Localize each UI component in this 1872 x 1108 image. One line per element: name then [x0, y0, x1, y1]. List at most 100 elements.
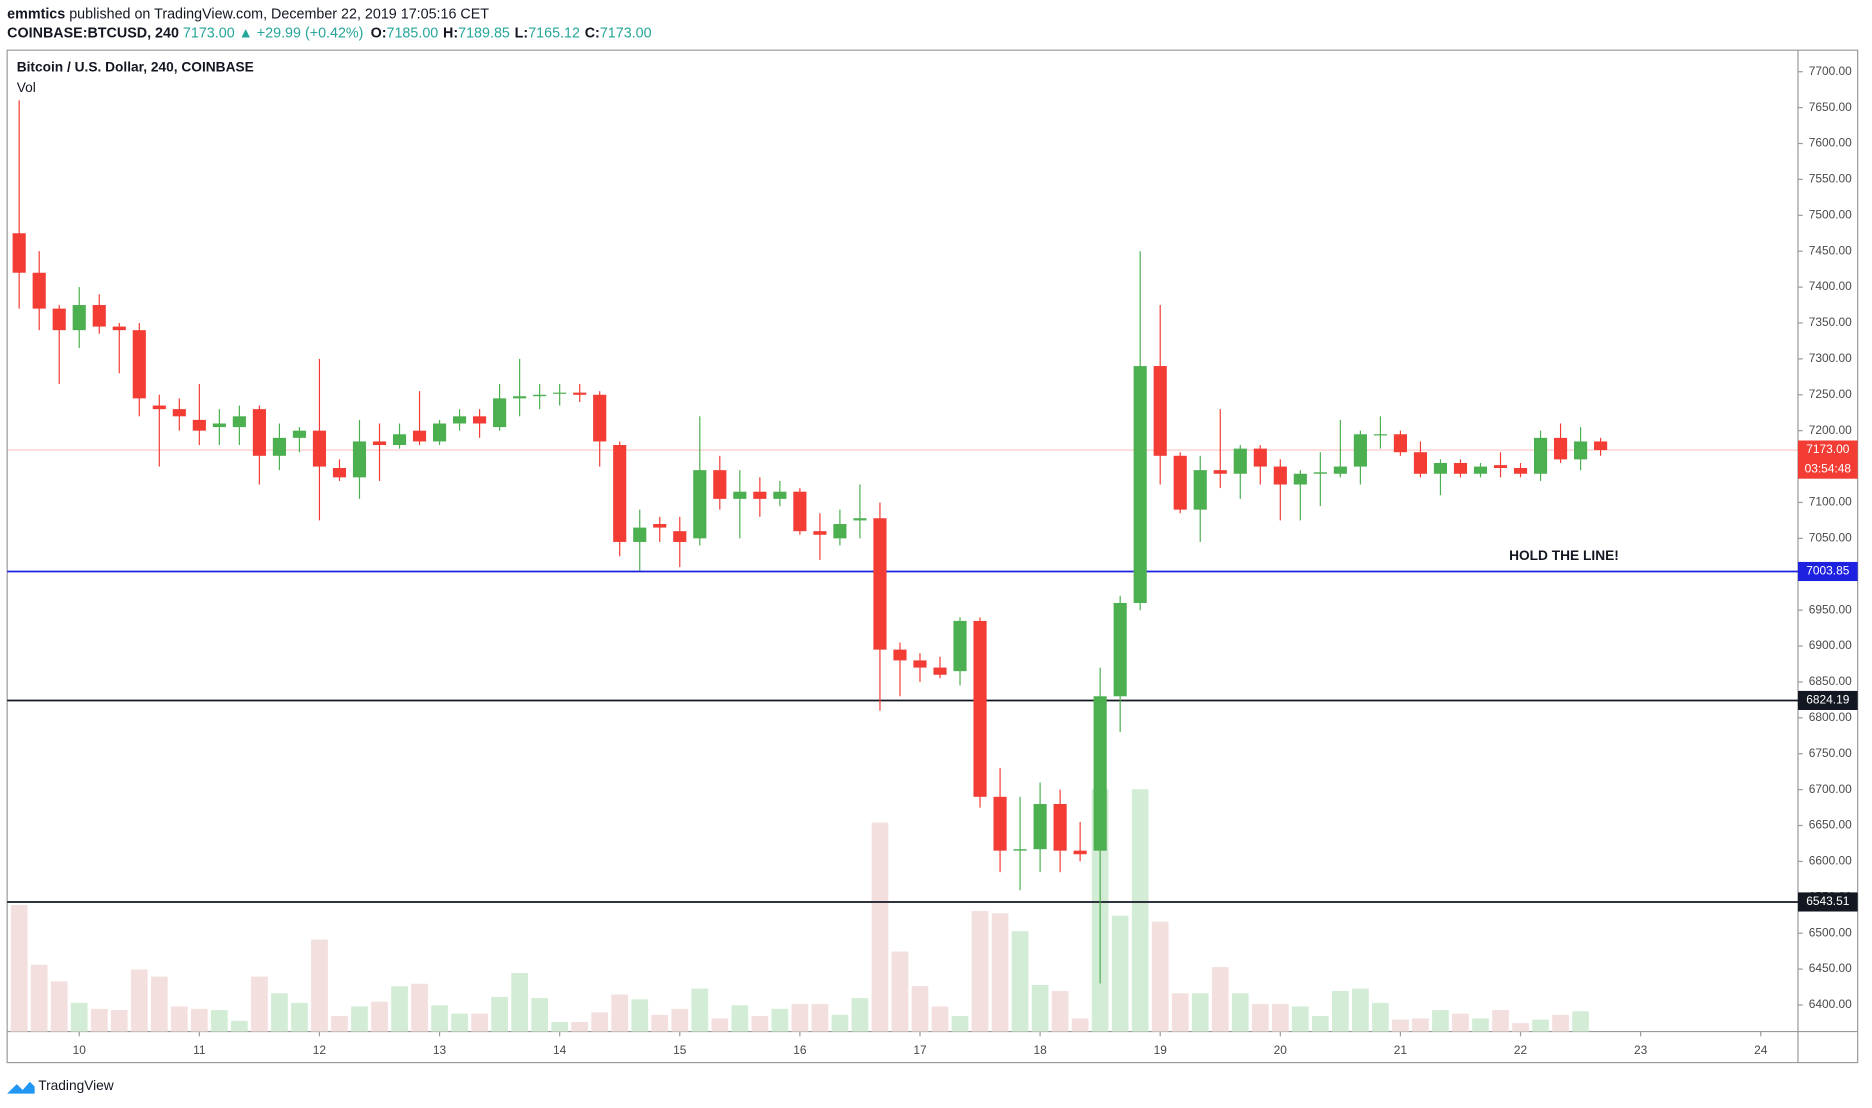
ohlc-value: 7189.85 — [458, 25, 510, 41]
volume-bar — [491, 996, 508, 1032]
volume-bar — [471, 1013, 488, 1032]
candle-body — [793, 491, 807, 532]
x-tick-label: 10 — [73, 1043, 87, 1057]
x-tick-label: 23 — [1634, 1043, 1648, 1057]
volume-bar — [511, 973, 528, 1032]
candle-body — [533, 394, 547, 397]
candle-body — [1313, 472, 1327, 474]
volume-bar — [751, 1016, 769, 1032]
volume-bar — [1512, 1023, 1529, 1032]
candle-body — [232, 416, 246, 428]
candle-body — [12, 233, 26, 273]
volume-bar — [651, 1014, 669, 1032]
volume-bar — [1352, 988, 1369, 1032]
volume-bar — [591, 1012, 609, 1032]
volume-bar — [571, 1022, 589, 1032]
volume-bar — [391, 986, 408, 1032]
volume-bar — [1211, 967, 1229, 1032]
volume-bar — [1011, 931, 1029, 1032]
price: 7173.00 — [183, 25, 235, 41]
frame — [6, 49, 1859, 1064]
candle-body — [573, 392, 587, 395]
candle-body — [513, 396, 527, 399]
candle-body — [1073, 850, 1087, 855]
volume-bar — [1251, 1004, 1269, 1032]
level-label: 7003.85 — [1806, 564, 1849, 578]
ohlc-key: C: — [585, 25, 600, 41]
candle-body — [733, 491, 747, 499]
y-tick-label: 6700.00 — [1809, 782, 1852, 796]
y-tick-label: 7050.00 — [1809, 531, 1852, 545]
candle-body — [412, 430, 427, 442]
y-tick-label: 7500.00 — [1809, 207, 1852, 221]
last-price-label: 7173.00 — [1806, 442, 1849, 456]
candle-body — [1433, 462, 1448, 474]
ohlc-value: 7173.00 — [600, 25, 652, 41]
volume-bar — [1171, 993, 1189, 1032]
candle-body — [192, 419, 206, 431]
volume-bar — [911, 986, 929, 1032]
candle-body — [693, 470, 707, 539]
candle-body — [1333, 466, 1347, 474]
candle-body — [813, 531, 827, 535]
volume-bar — [1412, 1018, 1429, 1032]
ohlc-value: 7185.00 — [387, 25, 439, 41]
volume-bar — [871, 822, 889, 1032]
candle-body — [372, 441, 387, 446]
candle-body — [1353, 434, 1367, 467]
candle-body — [1033, 803, 1047, 850]
volume-bar — [30, 964, 48, 1032]
volume-bar — [150, 976, 168, 1032]
volume-bar — [1051, 990, 1069, 1032]
candle-body — [352, 441, 367, 478]
volume-bar — [1131, 789, 1149, 1032]
chart-title: Bitcoin / U.S. Dollar, 240, COINBASE — [17, 60, 254, 75]
volume-bar — [831, 1014, 849, 1032]
y-tick-label: 6650.00 — [1809, 818, 1852, 832]
volume-bar — [631, 999, 649, 1032]
x-tick-label: 12 — [313, 1043, 327, 1057]
x-tick-label: 21 — [1394, 1043, 1408, 1057]
y-tick-label: 6600.00 — [1809, 854, 1852, 868]
volume-bar — [711, 1018, 729, 1032]
volume-bar — [251, 976, 268, 1032]
candle-body — [152, 405, 166, 410]
candle-body — [1293, 473, 1307, 485]
ohlc-value: 7165.12 — [528, 25, 580, 41]
volume-bar — [1332, 990, 1349, 1032]
candle-body — [773, 491, 787, 499]
candle-body — [1513, 468, 1528, 474]
candle-body — [673, 531, 687, 542]
candle-body — [212, 423, 226, 428]
x-tick-label: 13 — [433, 1043, 447, 1057]
level-tag — [1797, 561, 1858, 582]
volume-bar — [1472, 1018, 1489, 1032]
volume-bar — [1111, 915, 1129, 1032]
candle-body — [1594, 441, 1608, 451]
volume-bar — [70, 1002, 88, 1032]
volume-bar — [1392, 1019, 1409, 1032]
volume-bar — [451, 1013, 468, 1032]
candle-body — [1253, 448, 1267, 467]
volume-bar — [331, 1016, 348, 1032]
candle-body — [332, 468, 347, 478]
volume-bar — [311, 939, 328, 1032]
candle-body — [1113, 602, 1127, 697]
volume-bar — [671, 1008, 689, 1032]
y-tick-label: 6400.00 — [1809, 997, 1852, 1011]
volume-bar — [1452, 1013, 1469, 1032]
candle-body — [1133, 366, 1147, 603]
candle-body — [633, 527, 647, 542]
candle-body — [1153, 366, 1167, 456]
candle-body — [1053, 803, 1067, 851]
candle-body — [1553, 437, 1568, 460]
volume-bar — [271, 993, 288, 1032]
volume-bar — [1552, 1014, 1569, 1032]
y-tick-label: 6450.00 — [1809, 961, 1852, 975]
volume-bar — [811, 1004, 829, 1032]
candle-body — [953, 620, 967, 672]
candle-body — [893, 649, 907, 661]
volume-bar — [351, 1006, 368, 1032]
candle-body — [933, 667, 947, 675]
candle-body — [1013, 849, 1027, 851]
